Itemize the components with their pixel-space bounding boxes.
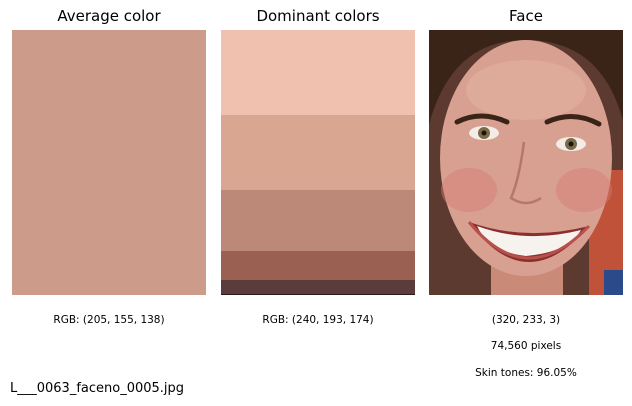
- dominant-color-band: [221, 293, 415, 295]
- dominant-color-band: [221, 114, 415, 191]
- teeth-shape: [477, 226, 581, 256]
- dominant-colors-title: Dominant colors: [256, 7, 380, 25]
- average-color-rgb: RGB: (205, 155, 138): [53, 314, 165, 326]
- dominant-color-band: [221, 251, 415, 281]
- face-pixel-count: 74,560 pixels: [490, 340, 562, 352]
- face-title: Face: [509, 7, 543, 25]
- right-cheek: [556, 168, 612, 212]
- hair-shape: [429, 30, 623, 125]
- left-cheek: [441, 168, 497, 212]
- face-image: [429, 30, 623, 295]
- right-eyebrow: [544, 114, 602, 127]
- dominant-color-rgb: RGB: (240, 193, 174): [262, 314, 374, 326]
- face-illustration: [429, 30, 623, 295]
- average-color-fill: [12, 30, 206, 295]
- image-filename: L___0063_faceno_0005.jpg: [10, 381, 185, 396]
- dominant-colors-stack: [221, 30, 415, 295]
- dominant-color-band: [221, 30, 415, 115]
- left-pupil: [481, 130, 487, 136]
- face-skin-tones: Skin tones: 96.05%: [475, 367, 577, 379]
- dominant-color-band: [221, 280, 415, 294]
- average-color-swatch: [12, 30, 206, 295]
- right-pupil: [568, 141, 574, 147]
- face-shape-text: (320, 233, 3): [491, 314, 561, 326]
- dominant-color-band: [221, 190, 415, 252]
- average-color-title: Average color: [57, 7, 161, 25]
- left-eyebrow: [454, 113, 510, 125]
- lips-outline: [467, 221, 591, 260]
- nose-shape: [509, 141, 542, 205]
- face-background-blue: [604, 270, 623, 295]
- forehead-highlight: [466, 60, 586, 120]
